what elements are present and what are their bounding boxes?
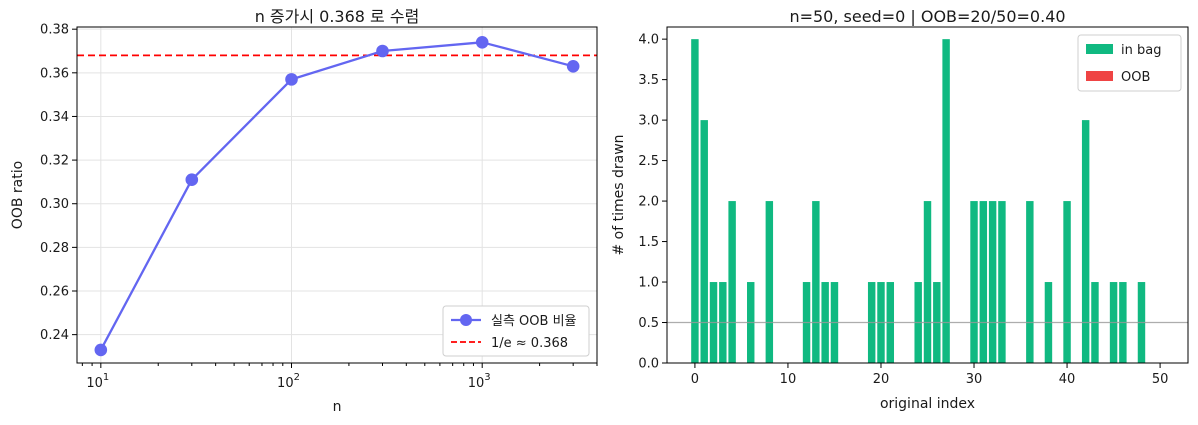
oob-ratio-point xyxy=(376,44,389,58)
left-y-tick-label: 0.26 xyxy=(40,285,69,300)
left-y-tick-label: 0.34 xyxy=(40,110,69,125)
legend-oob-name-label: OOB xyxy=(1121,70,1150,85)
left-y-tick-label: 0.38 xyxy=(40,23,69,38)
draw-count-bar xyxy=(728,201,736,363)
right-y-tick-label: 3.5 xyxy=(638,73,659,88)
left-chart-title: n 증가시 0.368 로 수렴 xyxy=(255,7,420,26)
right-x-tick-label: 20 xyxy=(873,372,890,387)
right-x-tick-label: 50 xyxy=(1152,372,1169,387)
right-x-tick-label: 30 xyxy=(966,372,983,387)
right-y-tick-label: 2.5 xyxy=(638,154,659,169)
legend-oob-marker xyxy=(460,314,472,326)
left-plot-frame xyxy=(76,26,598,364)
oob-ratio-point xyxy=(475,35,489,49)
left-y-tick-label: 0.28 xyxy=(40,241,69,256)
legend-oob-color-swatch xyxy=(1086,71,1113,81)
left-y-tick-label: 0.36 xyxy=(40,66,69,81)
oob-ratio-point xyxy=(94,343,108,357)
draw-count-bar xyxy=(998,201,1006,363)
legend-inbag-label: in bag xyxy=(1121,43,1161,58)
right-y-tick-label: 3.0 xyxy=(638,114,659,129)
right-chart-title: n=50, seed=0 | OOB=20/50=0.40 xyxy=(789,7,1065,26)
draw-count-bar xyxy=(942,39,950,363)
oob-ratio-point xyxy=(566,59,580,73)
left-y-tick-label: 0.24 xyxy=(40,328,69,343)
draw-count-bar xyxy=(988,201,997,363)
left-x-tick-label: 102 xyxy=(277,372,300,391)
draw-count-bar xyxy=(1026,201,1034,363)
right-x-tick-label: 10 xyxy=(780,372,797,387)
oob-ratio-line xyxy=(99,41,574,351)
draw-count-bar xyxy=(1063,201,1071,363)
oob-ratio-point xyxy=(185,173,199,187)
legend-oob-label: 실측 OOB 비율 xyxy=(491,314,577,329)
right-y-tick-label: 4.0 xyxy=(638,33,659,48)
draw-count-bar xyxy=(700,120,708,364)
draw-count-bar xyxy=(979,201,988,363)
left-y-axis-label: OOB ratio xyxy=(10,161,26,229)
right-y-tick-label: 2.0 xyxy=(638,195,659,210)
right-y-tick-label: 1.5 xyxy=(638,235,659,250)
left-x-tick-label: 103 xyxy=(468,372,491,391)
draw-count-bar xyxy=(765,201,774,363)
legend-ref-label: 1/e ≈ 0.368 xyxy=(491,336,568,351)
right-y-tick-label: 0.5 xyxy=(638,316,659,331)
draw-count-bar xyxy=(1081,120,1090,364)
left-x-tick-label: 101 xyxy=(86,372,109,391)
right-y-tick-label: 0.0 xyxy=(638,357,659,372)
left-x-axis-label: n xyxy=(333,399,342,415)
oob-ratio-point xyxy=(285,73,298,86)
left-legend xyxy=(442,305,590,357)
legend-inbag-swatch xyxy=(1086,44,1113,54)
draw-count-bar xyxy=(812,201,820,363)
draw-count-bar xyxy=(691,39,699,363)
draw-count-bar xyxy=(970,201,978,363)
right-x-axis-label: original index xyxy=(880,396,975,412)
right-y-tick-label: 1.0 xyxy=(638,276,659,291)
right-plot-frame xyxy=(666,26,1189,364)
left-y-tick-label: 0.32 xyxy=(40,154,69,169)
right-x-tick-label: 0 xyxy=(691,372,699,387)
left-y-tick-label: 0.30 xyxy=(40,197,69,212)
right-y-axis-label: # of times drawn xyxy=(611,134,627,255)
right-x-tick-label: 40 xyxy=(1059,372,1076,387)
draw-count-bar xyxy=(923,201,932,363)
